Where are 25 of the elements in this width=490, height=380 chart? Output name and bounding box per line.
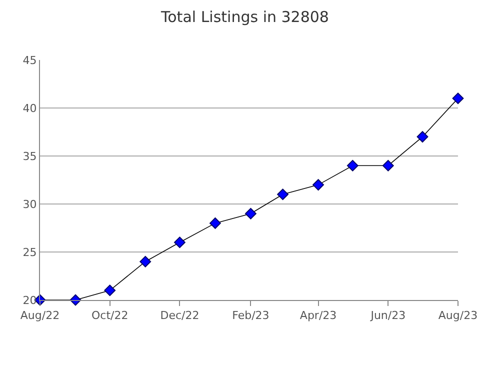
x-tick-label: Aug/22	[20, 309, 60, 322]
y-tick-label: 40	[22, 102, 37, 115]
x-tick-label: Feb/23	[232, 309, 270, 322]
point	[104, 284, 116, 296]
x-tick-label: Jun/23	[370, 309, 406, 322]
point	[210, 218, 221, 229]
x-tick-label: Dec/22	[160, 309, 200, 322]
x-tick-label: Oct/22	[91, 309, 128, 322]
chart-title: Total Listings in 32808	[160, 8, 329, 26]
x-tick-label: Aug/23	[438, 309, 478, 322]
point	[245, 208, 256, 220]
point	[346, 160, 358, 172]
point	[312, 179, 324, 190]
y-tick-label: 30	[22, 198, 37, 211]
point	[174, 236, 186, 248]
x-tick-label: Apr/23	[300, 309, 337, 322]
point	[416, 131, 428, 142]
point	[452, 92, 464, 104]
point	[140, 256, 152, 268]
y-tick-label: 35	[22, 150, 37, 163]
y-tick-label: 45	[22, 54, 37, 67]
point	[277, 188, 288, 200]
y-tick-label: 25	[22, 246, 37, 259]
y-tick-label: 20	[22, 294, 37, 307]
point	[382, 160, 394, 172]
